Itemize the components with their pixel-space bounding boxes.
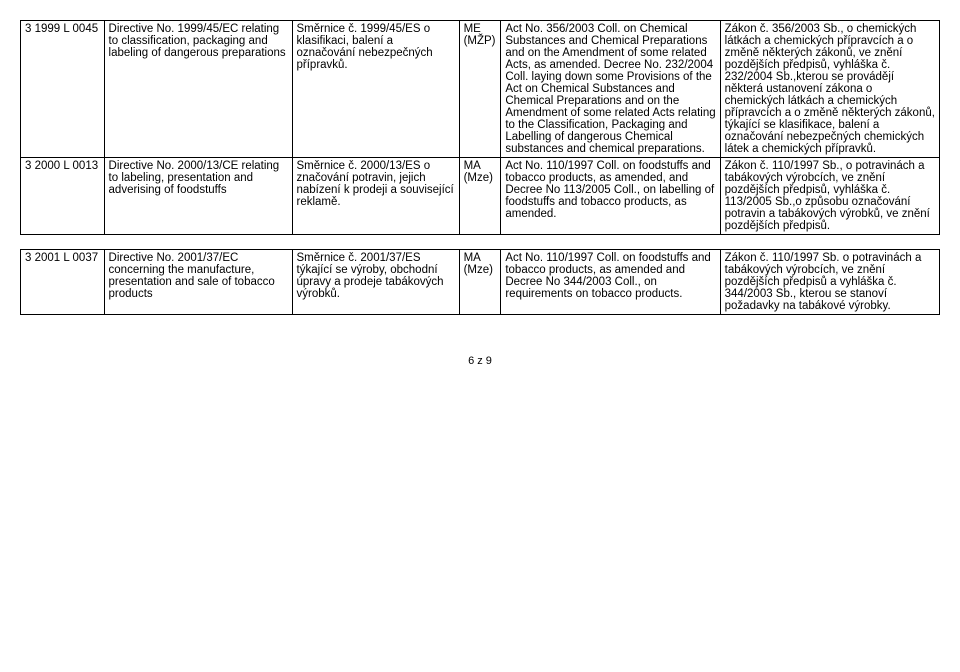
cell-dir-en: Directive No. 1999/45/EC relating to cla…	[104, 21, 292, 158]
cell-act-en: Act No. 110/1997 Coll. on foodstuffs and…	[501, 250, 720, 315]
cell-act-cz: Zákon č. 356/2003 Sb., o chemických látk…	[720, 21, 939, 158]
page-number: 6 z 9	[20, 355, 940, 367]
cell-min: MA (Mze)	[459, 250, 501, 315]
cell-id: 3 2001 L 0037	[21, 250, 105, 315]
cell-min: MA (Mze)	[459, 158, 501, 235]
cell-id: 3 1999 L 0045	[21, 21, 105, 158]
table-row: 3 1999 L 0045 Directive No. 1999/45/EC r…	[21, 21, 940, 158]
table-row: 3 2000 L 0013 Directive No. 2000/13/CE r…	[21, 158, 940, 235]
cell-dir-cz: Směrnice č. 2000/13/ES o značování potra…	[292, 158, 459, 235]
cell-dir-en: Directive No. 2000/13/CE relating to lab…	[104, 158, 292, 235]
cell-dir-en: Directive No. 2001/37/EC concerning the …	[104, 250, 292, 315]
cell-min: ME (MŽP)	[459, 21, 501, 158]
table-row: 3 2001 L 0037 Directive No. 2001/37/EC c…	[21, 250, 940, 315]
directive-table-2: 3 2001 L 0037 Directive No. 2001/37/EC c…	[20, 249, 940, 315]
cell-id: 3 2000 L 0013	[21, 158, 105, 235]
cell-act-en: Act No. 356/2003 Coll. on Chemical Subst…	[501, 21, 720, 158]
table-gap	[20, 235, 940, 249]
cell-act-cz: Zákon č. 110/1997 Sb. o potravinách a ta…	[720, 250, 939, 315]
cell-dir-cz: Směrnice č. 1999/45/ES o klasifikaci, ba…	[292, 21, 459, 158]
cell-dir-cz: Směrnice č. 2001/37/ES týkající se výrob…	[292, 250, 459, 315]
directive-table-1: 3 1999 L 0045 Directive No. 1999/45/EC r…	[20, 20, 940, 235]
cell-act-cz: Zákon č. 110/1997 Sb., o potravinách a t…	[720, 158, 939, 235]
cell-act-en: Act No. 110/1997 Coll. on foodstuffs and…	[501, 158, 720, 235]
